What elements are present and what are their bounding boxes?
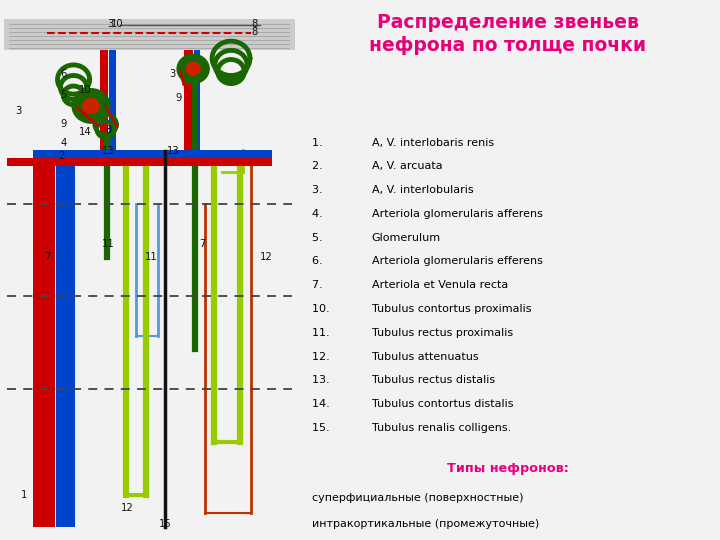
Text: Tubulus contortus proximalis: Tubulus contortus proximalis bbox=[372, 304, 531, 314]
Text: 15.: 15. bbox=[312, 423, 333, 433]
Text: 1.: 1. bbox=[312, 138, 330, 148]
Bar bbox=[33, 158, 272, 166]
Text: 4.: 4. bbox=[312, 209, 326, 219]
Bar bbox=[194, 50, 200, 150]
Text: 12: 12 bbox=[121, 503, 134, 513]
Text: интракортикальные (промежуточные): интракортикальные (промежуточные) bbox=[312, 519, 539, 529]
Text: 4: 4 bbox=[60, 138, 66, 148]
Text: 12.: 12. bbox=[312, 352, 333, 362]
Text: 10.: 10. bbox=[312, 304, 333, 314]
Text: 3: 3 bbox=[170, 69, 176, 79]
Bar bbox=[184, 50, 192, 150]
Text: 1: 1 bbox=[21, 490, 27, 500]
Circle shape bbox=[83, 98, 99, 113]
Text: 7: 7 bbox=[199, 239, 205, 248]
Text: 8: 8 bbox=[251, 19, 258, 29]
Text: A, V. interlobaris renis: A, V. interlobaris renis bbox=[372, 138, 494, 148]
Text: Tubulus rectus proximalis: Tubulus rectus proximalis bbox=[372, 328, 513, 338]
Bar bbox=[33, 159, 55, 526]
Text: A, V. arcuata: A, V. arcuata bbox=[372, 161, 442, 172]
Text: Arteriola glomerularis efferens: Arteriola glomerularis efferens bbox=[372, 256, 543, 267]
Text: 9: 9 bbox=[176, 93, 181, 103]
Text: 14.: 14. bbox=[312, 399, 333, 409]
Text: 3.: 3. bbox=[312, 185, 333, 195]
Circle shape bbox=[72, 89, 110, 123]
Bar bbox=[100, 50, 108, 150]
Text: Arteriola glomerularis afferens: Arteriola glomerularis afferens bbox=[372, 209, 543, 219]
Text: 13.: 13. bbox=[312, 375, 333, 386]
Text: 10: 10 bbox=[111, 19, 124, 29]
Text: Tubulus attenuatus: Tubulus attenuatus bbox=[372, 352, 478, 362]
Text: 13: 13 bbox=[102, 146, 115, 156]
Text: 2.: 2. bbox=[312, 161, 330, 172]
Text: 6: 6 bbox=[60, 69, 66, 79]
Circle shape bbox=[177, 55, 210, 84]
Text: Glomerulum: Glomerulum bbox=[372, 233, 441, 243]
Bar bbox=[56, 159, 75, 526]
Text: 3: 3 bbox=[15, 106, 22, 116]
Text: Arteriola et Venula recta: Arteriola et Venula recta bbox=[372, 280, 508, 291]
Text: 7: 7 bbox=[44, 252, 50, 262]
Text: 13: 13 bbox=[166, 146, 179, 156]
Text: Распределение звеньев
нефрона по толще почки: Распределение звеньев нефрона по толще п… bbox=[369, 14, 646, 55]
Text: A, V. interlobularis: A, V. interlobularis bbox=[372, 185, 473, 195]
Text: 2: 2 bbox=[59, 151, 65, 161]
Text: 15: 15 bbox=[159, 519, 172, 529]
Bar bbox=[4, 18, 295, 50]
Text: Tubulus renalis colligens.: Tubulus renalis colligens. bbox=[372, 423, 511, 433]
Text: 10: 10 bbox=[79, 85, 91, 95]
Text: суперфициальные (поверхностные): суперфициальные (поверхностные) bbox=[312, 493, 523, 503]
Bar bbox=[6, 158, 36, 166]
Text: 11: 11 bbox=[145, 252, 157, 262]
Text: 14: 14 bbox=[79, 127, 91, 137]
Text: 11: 11 bbox=[102, 239, 115, 248]
Text: 7.: 7. bbox=[312, 280, 326, 291]
Text: Типы нефронов:: Типы нефронов: bbox=[446, 462, 569, 475]
Text: 5: 5 bbox=[60, 90, 66, 100]
Text: 12: 12 bbox=[260, 252, 272, 262]
Bar bbox=[33, 150, 272, 158]
Bar bbox=[109, 50, 116, 150]
Circle shape bbox=[186, 63, 200, 75]
Text: 8: 8 bbox=[251, 27, 258, 37]
Text: Tubulus contortus distalis: Tubulus contortus distalis bbox=[372, 399, 513, 409]
Text: 3': 3' bbox=[107, 19, 116, 29]
Text: 11.: 11. bbox=[312, 328, 333, 338]
Text: 6.: 6. bbox=[312, 256, 326, 267]
Text: 8: 8 bbox=[105, 125, 112, 135]
Text: 9: 9 bbox=[60, 119, 66, 130]
Text: Tubulus rectus distalis: Tubulus rectus distalis bbox=[372, 375, 495, 386]
Text: 5.: 5. bbox=[312, 233, 326, 243]
